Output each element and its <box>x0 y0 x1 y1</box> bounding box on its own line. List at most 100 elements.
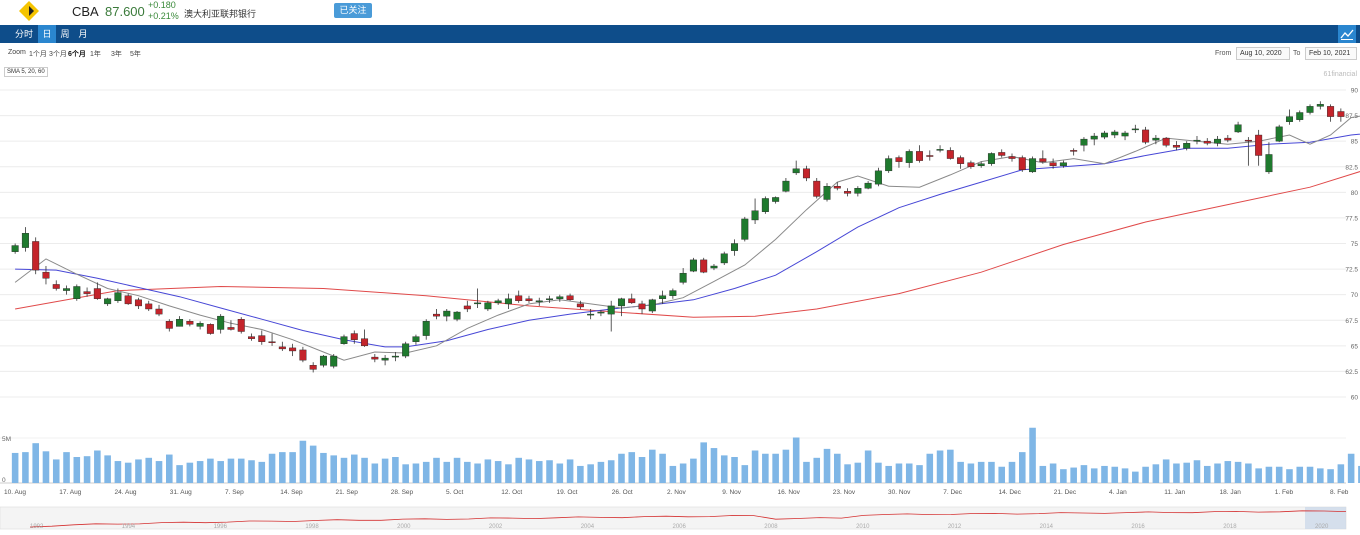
candle-down <box>813 180 821 197</box>
candle-down <box>350 333 358 340</box>
volume-bar <box>1070 467 1077 483</box>
navigator-year-label: 2012 <box>948 524 962 530</box>
volume-bar <box>1317 468 1324 483</box>
candle-up <box>751 210 759 221</box>
candle-up <box>1152 137 1160 141</box>
volume-bar <box>217 461 224 483</box>
volume-bar <box>988 461 995 483</box>
candle-up <box>1090 135 1098 140</box>
volume-bar <box>1306 466 1314 483</box>
volume-bar <box>484 459 492 483</box>
candle-up <box>546 298 554 300</box>
volume-bar <box>679 463 687 483</box>
x-tick-label: 16. Nov <box>778 489 801 496</box>
volume-bar <box>227 458 235 483</box>
volume-bar <box>1214 463 1221 483</box>
volume-bar <box>474 463 481 483</box>
candle-up <box>689 259 697 272</box>
y-tick-label: 62.5 <box>1345 369 1358 376</box>
volume-bar <box>361 457 368 483</box>
candle-down <box>576 303 584 308</box>
volume-bar <box>1018 452 1026 483</box>
zoom-3-months[interactable]: 3个月 <box>49 51 67 58</box>
price-change: +0.180 <box>148 0 176 10</box>
candle-down <box>134 299 142 307</box>
candle-up <box>443 310 451 317</box>
x-tick-label: 21. Dec <box>1054 489 1077 496</box>
tab-daily[interactable]: 日 <box>38 25 56 43</box>
candle-down <box>566 295 574 300</box>
volume-bar <box>350 454 358 483</box>
y-tick-label: 90 <box>1351 88 1359 95</box>
volume-bar <box>104 455 111 483</box>
candle-down <box>1337 111 1345 117</box>
candle-up <box>381 357 389 361</box>
candle-down <box>1008 156 1016 159</box>
zoom-3-years[interactable]: 3年 <box>111 51 122 58</box>
candle-up <box>484 302 492 310</box>
candle-up <box>196 323 204 327</box>
x-tick-label: 30. Nov <box>888 489 911 496</box>
volume-bar <box>844 464 851 483</box>
candle-down <box>371 356 379 360</box>
zoom-6-months[interactable]: 6个月 <box>68 51 86 58</box>
volume-bar <box>1111 466 1119 483</box>
candle-up <box>21 233 29 248</box>
tab-weekly[interactable]: 周 <box>60 29 70 39</box>
tab-monthly[interactable]: 月 <box>78 29 88 39</box>
price-change-percent: +0.21% <box>148 11 179 21</box>
from-date-input[interactable]: Aug 10, 2020 <box>1236 47 1290 60</box>
candle-up <box>535 300 543 303</box>
line-chart-icon[interactable] <box>1338 25 1356 43</box>
volume-bar <box>1101 465 1108 483</box>
candle-up <box>556 296 564 299</box>
candle-up <box>1296 112 1304 120</box>
volume-bar <box>638 457 646 483</box>
volume-bar <box>1203 465 1211 483</box>
candle-down <box>700 259 708 273</box>
volume-bar <box>1337 464 1345 483</box>
volume-bar <box>505 464 512 483</box>
x-tick-label: 19. Oct <box>557 489 578 496</box>
candle-down <box>1018 157 1026 171</box>
volume-bar <box>1090 468 1098 483</box>
candle-up <box>741 218 749 240</box>
x-tick-label: 7. Sep <box>225 489 244 496</box>
candle-down <box>638 303 646 310</box>
y-tick-label: 80 <box>1351 190 1359 197</box>
zoom-5-years[interactable]: 5年 <box>130 51 141 58</box>
candle-down <box>258 335 266 342</box>
volume-bar <box>1080 465 1088 483</box>
volume-bar <box>237 458 245 483</box>
candle-up <box>1214 138 1222 144</box>
candle-up <box>412 336 420 342</box>
follow-button[interactable]: 已关注 <box>334 3 372 18</box>
candle-down <box>1162 137 1170 146</box>
to-date-input[interactable]: Feb 10, 2021 <box>1305 47 1357 60</box>
candle-down <box>515 295 523 302</box>
tab-intraday[interactable]: 分时 <box>14 29 33 39</box>
volume-bar <box>1347 453 1355 483</box>
zoom-1-year[interactable]: 1年 <box>90 51 101 58</box>
volume-bar <box>587 464 594 483</box>
candle-up <box>1131 128 1139 131</box>
zoom-1-month[interactable]: 1个月 <box>29 51 47 58</box>
volume-bar <box>73 457 81 483</box>
y-tick-label: 60 <box>1351 395 1359 402</box>
x-tick-label: 9. Nov <box>722 489 742 496</box>
volume-bar <box>957 461 964 483</box>
volume-bar <box>998 466 1006 483</box>
volume-bar <box>782 449 790 483</box>
volume-bar <box>803 461 810 483</box>
y-tick-label: 82.5 <box>1345 164 1358 171</box>
volume-bar <box>196 461 204 483</box>
volume-bar <box>1152 464 1160 483</box>
volume-bar <box>1296 466 1304 483</box>
candle-down <box>42 271 50 279</box>
navigator-window <box>1305 507 1346 529</box>
candle-up <box>607 305 615 315</box>
volume-bar <box>1121 468 1129 483</box>
x-tick-label: 28. Sep <box>391 489 414 496</box>
volume-bar <box>1060 469 1067 483</box>
navigator-year-label: 1994 <box>122 524 136 530</box>
